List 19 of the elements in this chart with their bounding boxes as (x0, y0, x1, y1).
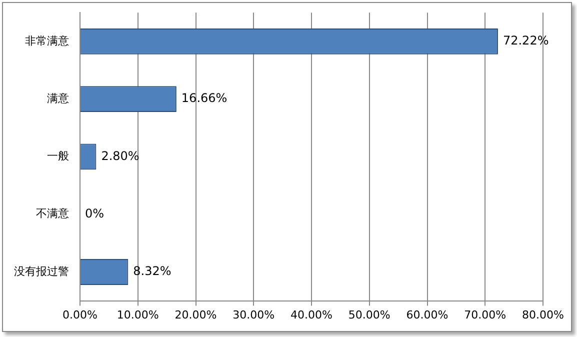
x-tick-label: 70.00% (464, 308, 506, 322)
data-label: 0% (85, 206, 104, 220)
x-tick-label: 20.00% (174, 308, 217, 322)
y-tick-label: 没有报过警 (14, 264, 69, 278)
y-tick-label: 不满意 (36, 207, 69, 220)
x-tick-label: 40.00% (290, 308, 332, 322)
data-label: 72.22% (502, 34, 549, 48)
x-tick-label: 60.00% (406, 308, 448, 322)
x-tick-label: 0.00% (62, 308, 98, 322)
x-tick-label: 50.00% (348, 308, 390, 322)
x-tick-label: 30.00% (232, 308, 275, 322)
x-tick-label: 80.00% (522, 308, 564, 322)
x-tick-label: 10.00% (116, 308, 159, 322)
y-tick-label: 非常满意 (25, 34, 69, 48)
y-tick-label: 一般 (47, 150, 69, 163)
data-label: 16.66% (181, 91, 228, 106)
data-label: 2.80% (101, 148, 140, 163)
data-label: 8.32% (133, 264, 172, 278)
y-tick-label: 满意 (47, 92, 69, 105)
